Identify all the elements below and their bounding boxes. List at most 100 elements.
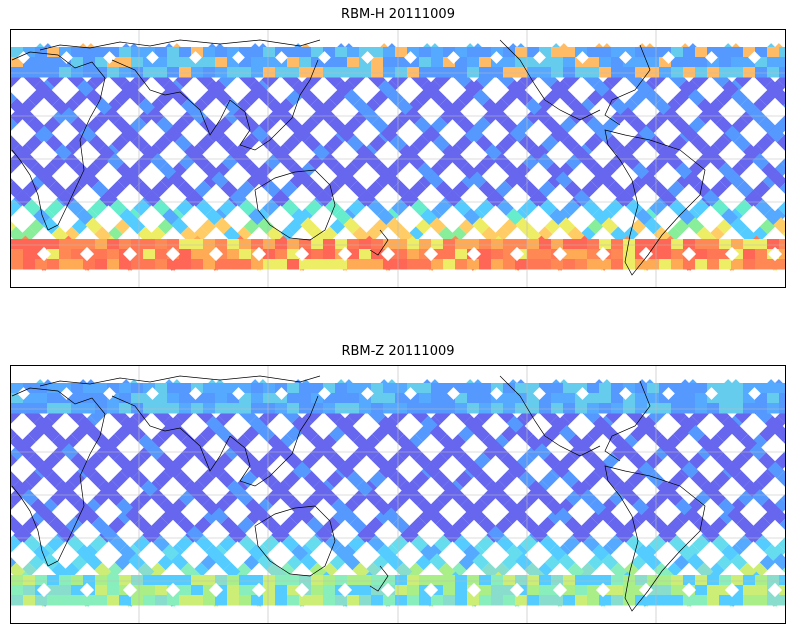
swath-segment [559,116,577,134]
swath-segment [369,134,387,152]
swath-segment [503,498,521,516]
band-cell [419,259,432,270]
band-cell [347,383,360,394]
swath-segment [14,189,32,207]
band-cell [671,575,684,586]
band-cell [35,393,48,404]
band-gap [509,582,525,598]
band-cell [35,595,48,606]
band-cell [455,239,468,250]
band-cell [359,249,372,260]
band-cell [107,595,120,606]
swath-segment [100,189,118,207]
swath-segment [129,116,147,134]
band-cell [11,383,24,394]
band-cell [563,585,576,596]
swath-segment [70,452,88,470]
band-cell [143,249,156,260]
swath-segment [516,116,534,134]
swath-segment [568,434,586,452]
swath-segment [752,489,770,507]
band-cell [383,67,396,78]
swath-segment [692,198,710,216]
band-cell [251,575,264,586]
band-cell [179,403,192,414]
band-cell [323,259,336,270]
band-cell [575,249,588,260]
swath-segment [111,134,129,152]
band-cell [11,239,24,250]
swath-segment [305,534,323,552]
band-cell [95,259,108,270]
swath-segment [538,516,556,534]
band-gap [490,51,503,64]
band-cell [695,393,708,404]
swath-segment [482,98,500,116]
swath-segment [539,534,557,552]
swath-segment [254,507,272,525]
band-cell [683,383,696,394]
band-cell [695,403,708,414]
swath-segment [475,134,493,152]
swath-segment [670,134,688,152]
band-gap [165,246,181,262]
band-cell [347,595,360,606]
swath-segment [452,180,470,198]
swath-segment [240,134,258,152]
band-cell [83,47,96,58]
swath-segment [773,217,791,235]
swath-segment [687,553,705,571]
data-swaths-1 [0,24,794,292]
band-cell [395,383,408,394]
swath-segment [171,553,189,571]
swath-segment [178,489,196,507]
band-gap [509,246,525,262]
swath-segment [589,162,607,180]
coastline [39,375,321,387]
swath-segment [21,489,39,507]
band-cell [131,585,144,596]
band-cell [347,393,360,404]
swath-segment [420,544,438,562]
swath-segment [177,180,195,198]
swath-segment [377,415,395,433]
swath-segment [217,470,235,488]
swath-segment [71,424,89,442]
swath-segment [724,461,742,479]
swath-segment [297,171,315,189]
band-cell [599,67,612,78]
swath-segment [764,415,782,433]
swath-segment [558,424,576,442]
band-cell [239,67,252,78]
swath-segment [337,461,355,479]
coastline [604,380,651,462]
band-cell [539,67,552,78]
swath-segment [730,553,748,571]
swath-segment [484,143,502,161]
band-cell [155,595,168,606]
swath-segment [624,516,642,534]
swath-segment [350,153,368,171]
swath-segment [33,544,51,562]
swath-segment [116,498,134,516]
swath-segment [543,452,561,470]
band-cell [731,67,744,78]
swath-segment [310,434,328,452]
band-cell [191,595,204,606]
swath-segment [710,180,728,198]
band-cell [707,259,720,270]
swath-segment [412,134,430,152]
band-cell [491,67,504,78]
band-cell [575,239,588,250]
band-cell [647,575,660,586]
band-cell [383,403,396,414]
band-cell [587,239,600,250]
swath-segment [236,489,254,507]
band-cell [719,575,732,586]
band-gap [380,246,396,262]
swath-segment [128,217,146,235]
swath-segment [374,498,392,516]
band-cell [119,259,132,270]
swath-segment [283,134,301,152]
band-cell [443,585,456,596]
